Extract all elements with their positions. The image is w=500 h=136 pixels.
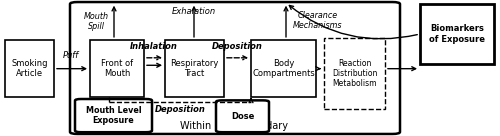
Text: Deposition: Deposition (212, 42, 262, 51)
Text: Inhalation: Inhalation (130, 42, 178, 51)
Text: Body
Compartments: Body Compartments (252, 59, 315, 78)
FancyBboxPatch shape (5, 40, 54, 97)
Text: Reaction
Distribution
Metabolism: Reaction Distribution Metabolism (332, 58, 377, 88)
Text: Clearance
Mechanisms: Clearance Mechanisms (293, 11, 343, 30)
FancyBboxPatch shape (420, 4, 494, 64)
Text: Biomarkers
of Exposure: Biomarkers of Exposure (429, 24, 485, 44)
Text: Front of
Mouth: Front of Mouth (101, 59, 133, 78)
FancyBboxPatch shape (324, 38, 385, 109)
Text: Smoking
Article: Smoking Article (12, 59, 48, 78)
FancyBboxPatch shape (251, 40, 316, 97)
FancyBboxPatch shape (165, 40, 224, 97)
Text: Mouth
Spill: Mouth Spill (84, 12, 108, 31)
FancyBboxPatch shape (216, 100, 269, 132)
Text: Respiratory
Tract: Respiratory Tract (170, 59, 218, 78)
Text: Deposition: Deposition (154, 105, 206, 114)
Text: Exhalation: Exhalation (172, 7, 216, 16)
Text: Mouth Level
Exposure: Mouth Level Exposure (86, 106, 141, 125)
Text: Within body boundary: Within body boundary (180, 121, 288, 131)
FancyBboxPatch shape (75, 99, 152, 132)
Text: Dose: Dose (231, 112, 254, 121)
FancyBboxPatch shape (90, 40, 144, 97)
Text: Puff: Puff (63, 51, 79, 60)
